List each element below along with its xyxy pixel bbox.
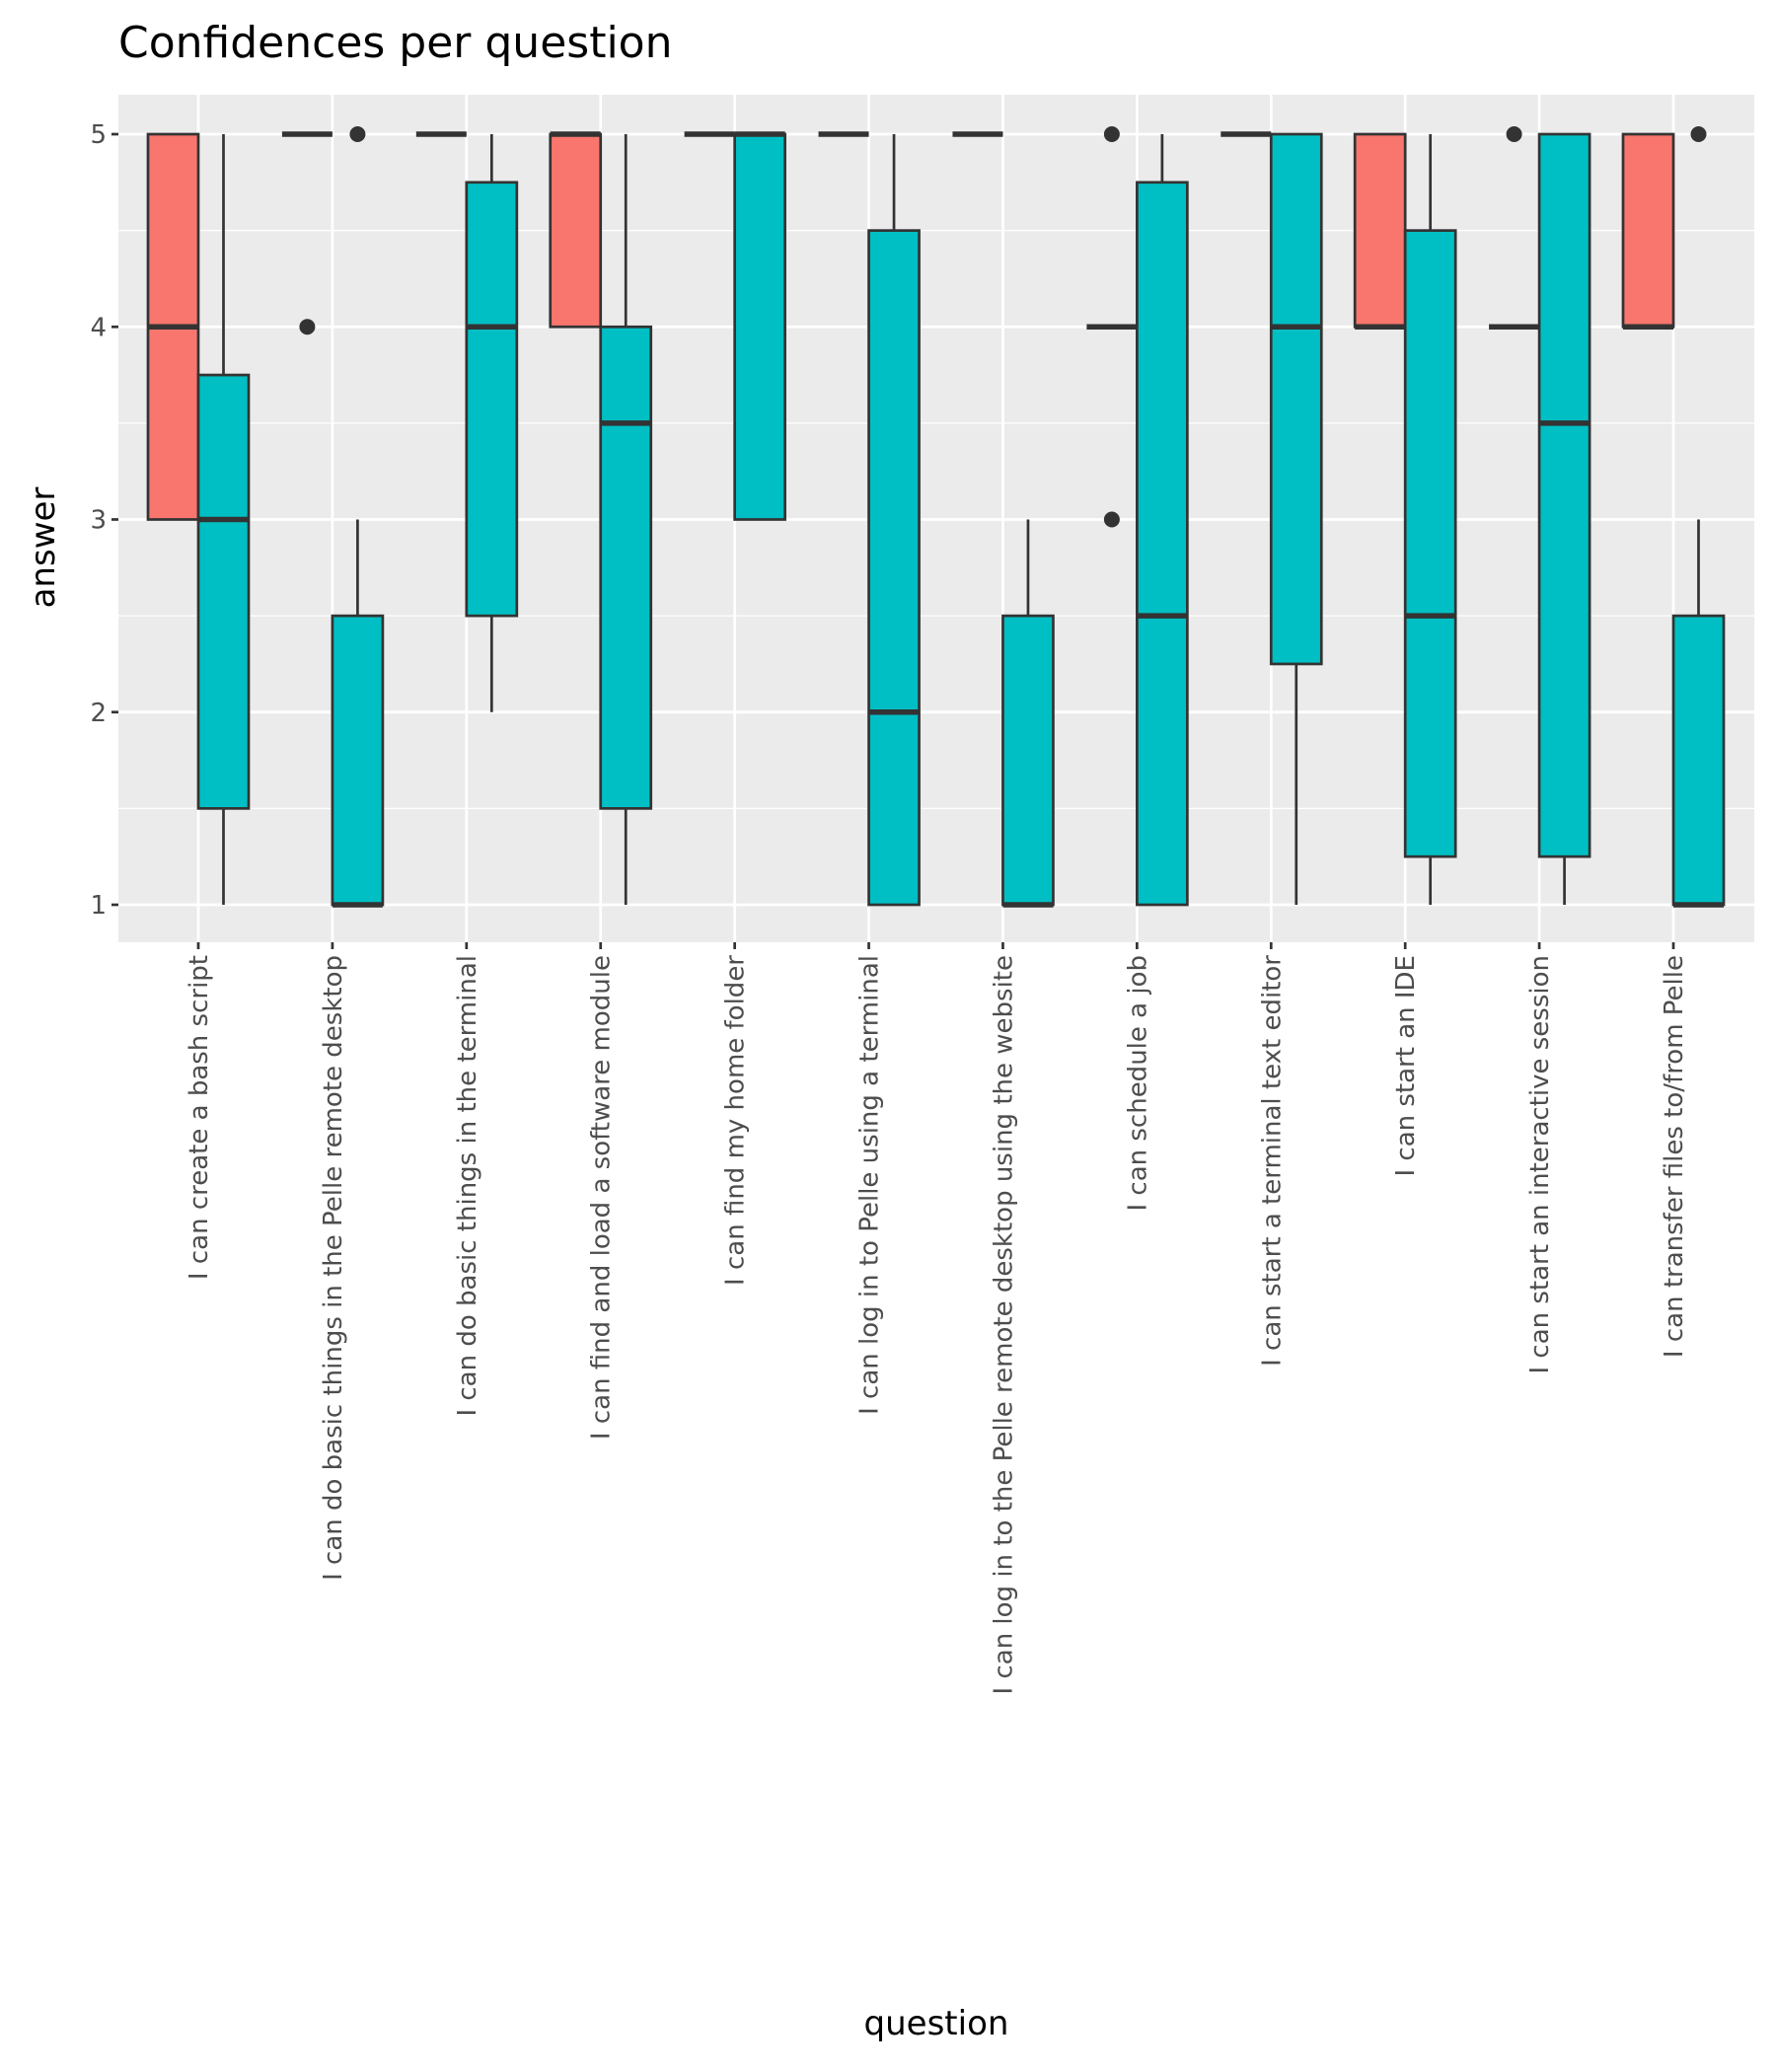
box (1353, 132, 1407, 330)
box-body (549, 132, 603, 329)
box-body (1001, 614, 1055, 907)
box-body (1136, 181, 1189, 907)
box (1403, 134, 1457, 905)
y-tick-label: 2 (90, 699, 107, 728)
x-tick-label: I can find my home folder (721, 955, 751, 1286)
box (281, 131, 333, 335)
box-body (1537, 132, 1591, 858)
box (196, 134, 251, 905)
box (1269, 132, 1323, 905)
box (146, 132, 200, 521)
box-body (599, 325, 653, 810)
x-tick-label: I can start an interactive session (1525, 955, 1555, 1374)
box-body (196, 373, 251, 810)
box (1086, 126, 1138, 528)
y-tick-label: 5 (90, 120, 107, 150)
x-axis-title: question (864, 2004, 1009, 2043)
x-tick-label: I can schedule a job (1123, 955, 1152, 1212)
x-tick-label: I can start an IDE (1391, 955, 1421, 1177)
box (1001, 519, 1055, 908)
outlier-point (299, 319, 316, 335)
box-body (1403, 229, 1457, 858)
box-body (465, 181, 519, 618)
y-tick-label: 3 (90, 506, 107, 536)
box (1136, 134, 1189, 907)
box (733, 131, 786, 521)
x-tick-label: I can do basic things in the terminal (453, 955, 482, 1417)
x-tick-label: I can do basic things in the Pelle remot… (319, 955, 348, 1581)
y-axis-title: answer (24, 487, 63, 609)
box (465, 134, 519, 712)
outlier-point (1690, 126, 1707, 142)
box (549, 131, 603, 329)
box (599, 134, 653, 905)
box (1621, 132, 1675, 330)
box (867, 134, 921, 907)
x-tick-label: I can transfer files to/from Pelle (1660, 955, 1689, 1358)
outlier-point (1103, 126, 1120, 142)
outlier-point (349, 126, 366, 142)
box-body (331, 614, 385, 907)
box (1671, 126, 1726, 908)
box-body (1269, 132, 1323, 666)
box-body (867, 229, 921, 907)
outlier-point (1103, 511, 1120, 528)
box (1537, 132, 1591, 905)
x-tick-label: I can create a bash script (185, 955, 214, 1280)
box-body (733, 132, 786, 521)
y-tick-label: 4 (90, 313, 107, 342)
x-tick-label: I can log in to Pelle using a terminal (855, 955, 885, 1415)
x-tick-label: I can start a terminal text editor (1257, 955, 1287, 1367)
box (1489, 126, 1540, 330)
y-tick-label: 1 (90, 891, 107, 921)
chart-title: Confidences per question (118, 18, 672, 68)
outlier-point (1506, 126, 1522, 142)
x-tick-label: I can find and load a software module (587, 955, 617, 1440)
axes: 1 2 3 4 5 I can create a bash script I can do … (90, 120, 1689, 1694)
box-marks (146, 126, 1726, 908)
x-tick-label: I can log in to the Pelle remote desktop… (989, 955, 1018, 1694)
box-body (1621, 132, 1675, 329)
box-body (1353, 132, 1407, 329)
box-body (1671, 614, 1726, 907)
box (331, 126, 385, 908)
